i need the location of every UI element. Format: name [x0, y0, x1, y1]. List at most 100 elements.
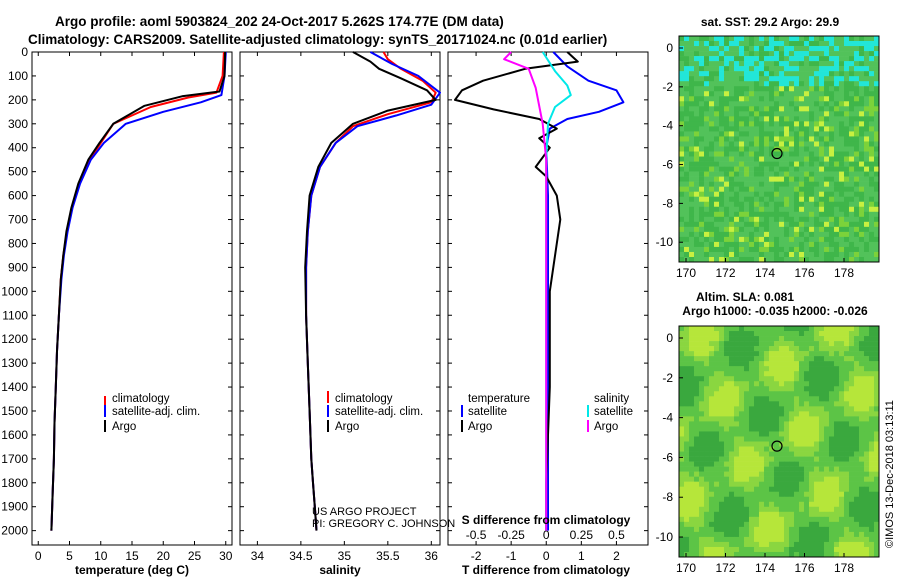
map-cell	[759, 251, 765, 258]
map-cell	[834, 531, 840, 538]
map-cell	[849, 351, 855, 357]
map-cell	[784, 256, 790, 263]
map-cell	[874, 186, 880, 192]
map-cell	[684, 206, 690, 213]
map-cell	[789, 221, 795, 228]
x-tick-label: 36	[425, 549, 439, 563]
map-cell	[849, 231, 855, 238]
map-cell	[864, 161, 870, 167]
map-cell	[794, 376, 800, 382]
map-cell	[854, 81, 860, 87]
map-cell	[739, 441, 745, 447]
map-cell	[779, 376, 785, 382]
map-cell	[849, 171, 855, 177]
map-cell	[784, 171, 790, 177]
map-cell	[744, 131, 750, 137]
map-cell	[799, 191, 805, 198]
map-cell	[699, 326, 705, 332]
map-cell	[759, 121, 765, 127]
map-cell	[834, 186, 840, 192]
map-cell	[839, 206, 845, 213]
map-cell	[694, 471, 700, 477]
map-cell	[794, 341, 800, 347]
map-cell	[804, 101, 810, 107]
map-cell	[824, 71, 830, 77]
map-cell	[709, 396, 715, 402]
map-cell	[829, 176, 835, 182]
map-cell	[844, 101, 850, 107]
map-cell	[779, 366, 785, 372]
map-cell	[754, 531, 760, 538]
map-cell	[739, 546, 745, 553]
map-cell	[859, 446, 865, 452]
map-cell	[719, 131, 725, 137]
map-cell	[739, 446, 745, 452]
map-cell	[699, 196, 705, 203]
map-cell	[854, 546, 860, 553]
map-cell	[694, 201, 700, 208]
map-cell	[854, 421, 860, 427]
map-cell	[739, 501, 745, 508]
map-cell	[709, 436, 715, 442]
map-cell	[689, 416, 695, 422]
map-cell	[769, 491, 775, 498]
map-cell	[874, 246, 880, 253]
map-cell	[754, 251, 760, 258]
map-cell	[844, 61, 850, 67]
map-cell	[694, 371, 700, 377]
map-cell	[734, 406, 740, 412]
map-cell	[864, 446, 870, 452]
map-cell	[774, 66, 780, 72]
map-cell	[814, 406, 820, 412]
map-cell	[859, 386, 865, 392]
map-cell	[744, 351, 750, 357]
map-cell	[829, 366, 835, 372]
map-cell	[684, 481, 690, 487]
map-cell	[844, 81, 850, 87]
map-cell	[784, 176, 790, 182]
map-cell	[734, 441, 740, 447]
map-cell	[739, 81, 745, 87]
map-cell	[709, 136, 715, 142]
map-cell	[724, 396, 730, 402]
map-cell	[869, 361, 875, 367]
map-cell	[724, 451, 730, 457]
map-cell	[809, 191, 815, 198]
map-cell	[719, 201, 725, 208]
map-cell	[714, 461, 720, 467]
map-cell	[729, 161, 735, 167]
map-cell	[859, 236, 865, 243]
map-cell	[839, 536, 845, 543]
map-cell	[844, 46, 850, 52]
lat-tick-label: -2	[662, 371, 673, 385]
map-cell	[749, 156, 755, 162]
map-cell	[724, 141, 730, 147]
map-cell	[684, 221, 690, 228]
map-cell	[734, 66, 740, 72]
map-cell	[734, 256, 740, 263]
map-cell	[759, 481, 765, 487]
map-cell	[824, 341, 830, 347]
map-cell	[699, 366, 705, 372]
map-cell	[839, 361, 845, 367]
map-cell	[704, 246, 710, 253]
map-cell	[839, 171, 845, 177]
map-cell	[844, 246, 850, 253]
map-cell	[689, 211, 695, 218]
map-cell	[804, 236, 810, 243]
map-cell	[764, 81, 770, 87]
map-cell	[869, 391, 875, 397]
map-cell	[864, 406, 870, 412]
map-cell	[749, 61, 755, 67]
map-cell	[754, 356, 760, 362]
map-cell	[714, 196, 720, 203]
map-cell	[704, 211, 710, 218]
map-cell	[799, 476, 805, 482]
map-cell	[804, 141, 810, 147]
map-cell	[679, 101, 685, 107]
map-cell	[869, 486, 875, 493]
map-cell	[859, 66, 865, 72]
map-cell	[734, 171, 740, 177]
map-cell	[799, 386, 805, 392]
map-cell	[684, 486, 690, 493]
